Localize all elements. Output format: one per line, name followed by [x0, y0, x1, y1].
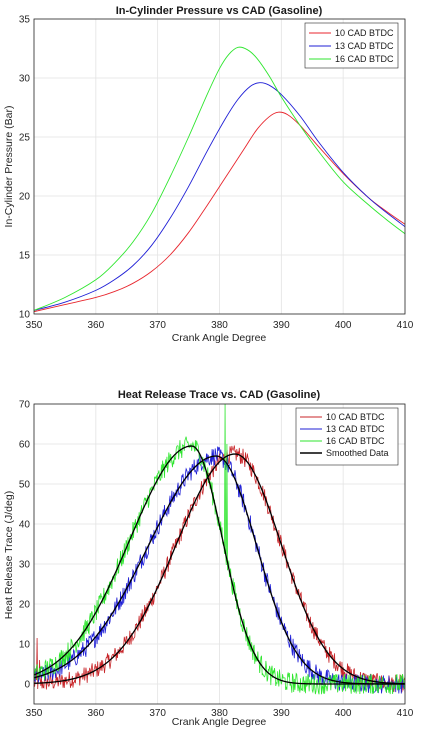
pressure-legend-label-13-cad: 13 CAD BTDC — [335, 41, 394, 51]
heat-release-legend-label-10-cad: 10 CAD BTDC — [326, 412, 385, 422]
heat-release-y-axis-label: Heat Release Trace (J/deg) — [3, 491, 15, 619]
heat-release-x-tick-label: 350 — [26, 708, 43, 719]
heat-release-smoothed-13-cad-btdc — [34, 455, 405, 685]
heat-release-chart: Heat Release Trace vs. CAD (Gasoline) 35… — [3, 389, 414, 728]
heat-release-y-tick-label: 50 — [19, 480, 31, 491]
pressure-y-tick-label: 15 — [19, 251, 31, 262]
pressure-y-tick-label: 30 — [19, 74, 31, 85]
heat-release-tick-labels: 350 360 370 380 390 400 410 0 10 20 30 40 50 60 70 — [19, 400, 414, 720]
heat-release-y-tick-label: 0 — [24, 680, 30, 691]
heat-release-plot-area — [34, 404, 405, 695]
heat-release-legend-label-16-cad: 16 CAD BTDC — [326, 436, 385, 446]
pressure-x-tick-label: 390 — [273, 320, 290, 331]
pressure-chart-title: In-Cylinder Pressure vs CAD (Gasoline) — [116, 5, 323, 17]
pressure-y-axis-label: In-Cylinder Pressure (Bar) — [3, 106, 15, 228]
heat-release-chart-title: Heat Release Trace vs. CAD (Gasoline) — [118, 389, 321, 401]
pressure-x-tick-label: 400 — [335, 320, 352, 331]
heat-release-y-tick-label: 20 — [19, 600, 31, 611]
heat-release-legend: 10 CAD BTDC 13 CAD BTDC 16 CAD BTDC Smoo… — [295, 407, 399, 466]
pressure-x-tick-label: 360 — [87, 320, 104, 331]
pressure-tick-labels: 350 360 370 380 390 400 410 10 15 20 25 30 35 — [19, 15, 414, 332]
pressure-x-tick-label: 370 — [149, 320, 166, 331]
pressure-legend-label-10-cad: 10 CAD BTDC — [335, 28, 394, 38]
pressure-legend: 10 CAD BTDC 13 CAD BTDC 16 CAD BTDC — [304, 22, 399, 69]
pressure-y-tick-label: 35 — [19, 15, 31, 26]
heat-release-x-tick-label: 370 — [149, 708, 166, 719]
heat-release-x-tick-label: 360 — [87, 708, 104, 719]
heat-release-x-tick-label: 410 — [397, 708, 414, 719]
heat-release-axes-box — [33, 403, 406, 705]
heat-release-x-tick-label: 390 — [273, 708, 290, 719]
heat-release-y-tick-label: 10 — [19, 640, 31, 651]
pressure-x-axis-label: Crank Angle Degree — [172, 332, 267, 344]
heat-release-x-tick-label: 400 — [335, 708, 352, 719]
pressure-line-13-cad-btdc — [34, 82, 405, 311]
pressure-chart: In-Cylinder Pressure vs CAD (Gasoline) 3… — [3, 5, 414, 344]
heat-release-legend-label-smoothed: Smoothed Data — [326, 448, 389, 458]
heat-release-raw-10-cad-btdc — [34, 445, 405, 693]
pressure-y-tick-label: 25 — [19, 133, 31, 144]
heat-release-legend-label-13-cad: 13 CAD BTDC — [326, 424, 385, 434]
pressure-axes-box — [33, 18, 406, 315]
heat-release-smoothed-16-cad-btdc — [34, 445, 405, 685]
heat-release-y-tick-label: 60 — [19, 440, 31, 451]
pressure-x-tick-label: 410 — [397, 320, 414, 331]
heat-release-smoothed-10-cad-btdc — [34, 453, 405, 685]
pressure-x-tick-label: 380 — [211, 320, 228, 331]
pressure-line-10-cad-btdc — [34, 111, 405, 313]
pressure-legend-label-16-cad: 16 CAD BTDC — [335, 54, 394, 64]
pressure-y-tick-label: 10 — [19, 310, 31, 321]
heat-release-raw-16-cad-btdc — [34, 404, 405, 695]
pressure-plot-area — [34, 46, 405, 313]
heat-release-x-axis-label: Crank Angle Degree — [172, 716, 267, 728]
pressure-y-tick-label: 20 — [19, 192, 31, 203]
heat-release-y-tick-label: 70 — [19, 400, 31, 411]
pressure-x-tick-label: 350 — [26, 320, 43, 331]
pressure-line-16-cad-btdc — [34, 46, 405, 311]
heat-release-x-tick-label: 380 — [211, 708, 228, 719]
heat-release-y-tick-label: 40 — [19, 520, 31, 531]
heat-release-y-tick-label: 30 — [19, 560, 31, 571]
